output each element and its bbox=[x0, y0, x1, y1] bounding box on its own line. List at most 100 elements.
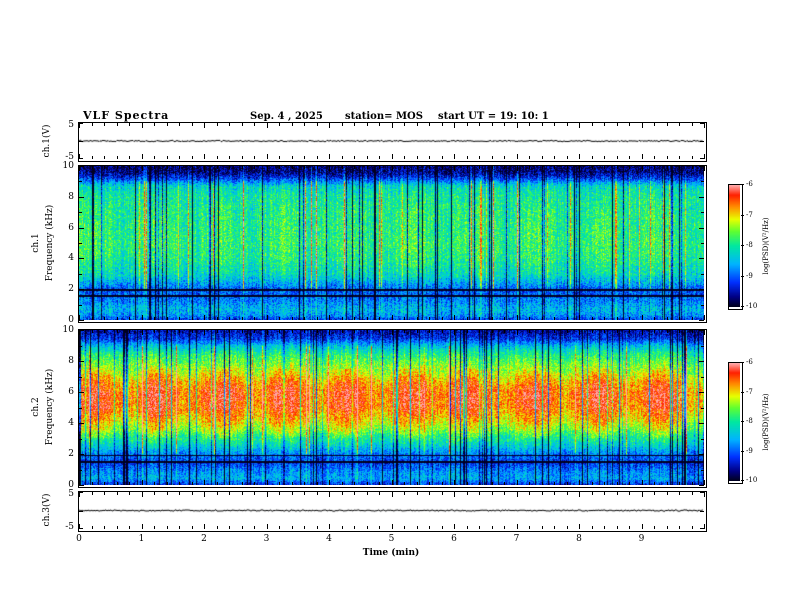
tick-mark bbox=[79, 123, 80, 128]
tick-mark bbox=[541, 156, 543, 159]
tick-mark bbox=[429, 482, 430, 485]
tick-mark bbox=[391, 166, 393, 171]
tick-mark bbox=[591, 166, 593, 169]
tick-mark bbox=[116, 330, 118, 333]
ch3-voltage-ylabel: ch.3(V) bbox=[42, 493, 52, 527]
tick-mark bbox=[204, 154, 205, 159]
tick-mark bbox=[541, 330, 543, 333]
tick-mark bbox=[266, 480, 268, 485]
tick-mark bbox=[241, 123, 243, 126]
tick-mark bbox=[416, 492, 418, 495]
tick-mark bbox=[229, 123, 230, 126]
tick-mark bbox=[141, 480, 143, 485]
tick-mark bbox=[491, 482, 493, 485]
tick-mark bbox=[679, 492, 680, 495]
tick-mark bbox=[279, 317, 280, 320]
tick-mark bbox=[191, 166, 193, 169]
tick-mark bbox=[679, 317, 680, 320]
tick-mark bbox=[641, 315, 643, 320]
tick-mark bbox=[454, 315, 455, 320]
tick-mark bbox=[291, 526, 293, 529]
tick-mark bbox=[454, 524, 455, 529]
x-tick-label: 3 bbox=[263, 534, 270, 544]
tick-mark bbox=[654, 330, 655, 333]
tick-mark bbox=[579, 330, 580, 335]
tick-mark bbox=[429, 330, 430, 333]
tick-mark bbox=[516, 492, 518, 497]
tick-mark bbox=[616, 156, 618, 159]
tick-mark bbox=[91, 156, 93, 159]
tick-mark bbox=[129, 166, 130, 169]
tick-mark bbox=[554, 123, 555, 126]
tick-mark bbox=[416, 526, 418, 529]
tick-mark bbox=[641, 524, 643, 529]
tick-mark bbox=[699, 196, 704, 198]
tick-mark bbox=[429, 317, 430, 320]
tick-mark bbox=[216, 156, 218, 159]
tick-mark bbox=[654, 482, 655, 485]
ch2-spectrogram-panel bbox=[78, 329, 707, 488]
tick-mark bbox=[529, 526, 530, 529]
voltage-tick-label: 5 bbox=[68, 489, 74, 499]
tick-mark bbox=[429, 123, 430, 126]
freq-tick-label: 8 bbox=[68, 356, 74, 366]
tick-mark bbox=[229, 526, 230, 529]
tick-mark bbox=[91, 492, 93, 495]
x-tick-label: 0 bbox=[76, 534, 82, 544]
tick-mark bbox=[291, 492, 293, 495]
tick-mark bbox=[166, 526, 168, 529]
tick-mark bbox=[104, 156, 105, 159]
tick-mark bbox=[266, 524, 268, 529]
tick-mark bbox=[341, 330, 343, 333]
tick-mark bbox=[604, 526, 605, 529]
tick-mark bbox=[466, 526, 468, 529]
tick-mark bbox=[116, 492, 118, 495]
tick-mark bbox=[241, 156, 243, 159]
x-tick-label: 5 bbox=[388, 534, 395, 544]
tick-mark bbox=[241, 526, 243, 529]
voltage-tick-label: -5 bbox=[65, 152, 74, 162]
tick-mark bbox=[616, 482, 618, 485]
tick-mark bbox=[454, 154, 455, 159]
tick-mark bbox=[701, 304, 704, 306]
tick-mark bbox=[79, 154, 80, 159]
tick-mark bbox=[79, 345, 82, 347]
x-tick-label: 9 bbox=[638, 534, 645, 544]
tick-mark bbox=[304, 526, 305, 529]
tick-mark bbox=[79, 510, 83, 512]
tick-mark bbox=[579, 166, 580, 171]
tick-mark bbox=[699, 258, 704, 260]
tick-mark bbox=[141, 154, 143, 159]
tick-mark bbox=[329, 123, 330, 128]
tick-mark bbox=[491, 123, 493, 126]
tick-mark bbox=[229, 330, 230, 333]
tick-mark bbox=[454, 166, 455, 171]
tick-mark bbox=[329, 315, 330, 320]
colorbar-tick-label: -6 bbox=[746, 358, 753, 366]
tick-mark bbox=[591, 317, 593, 320]
tick-mark bbox=[79, 438, 82, 440]
tick-mark bbox=[554, 492, 555, 495]
tick-mark bbox=[566, 166, 568, 169]
tick-mark bbox=[454, 492, 455, 497]
tick-mark bbox=[116, 123, 118, 126]
tick-mark bbox=[304, 123, 305, 126]
tick-mark bbox=[316, 166, 318, 169]
tick-mark bbox=[129, 317, 130, 320]
tick-mark bbox=[166, 317, 168, 320]
tick-mark bbox=[654, 123, 655, 126]
tick-mark bbox=[154, 330, 155, 333]
tick-mark bbox=[79, 158, 83, 159]
tick-mark bbox=[641, 480, 643, 485]
tick-mark bbox=[504, 123, 505, 126]
colorbar-ch1-label: log(PSD)(V²/Hz) bbox=[762, 217, 770, 275]
tick-mark bbox=[79, 528, 83, 529]
plot-station: station= MOS bbox=[345, 111, 423, 122]
x-tick-label: 2 bbox=[201, 534, 207, 544]
tick-mark bbox=[629, 526, 630, 529]
tick-mark bbox=[241, 482, 243, 485]
colorbar-ch1 bbox=[728, 184, 743, 310]
tick-mark bbox=[404, 526, 405, 529]
tick-mark bbox=[704, 123, 705, 128]
colorbar-ch1-canvas bbox=[729, 185, 740, 307]
